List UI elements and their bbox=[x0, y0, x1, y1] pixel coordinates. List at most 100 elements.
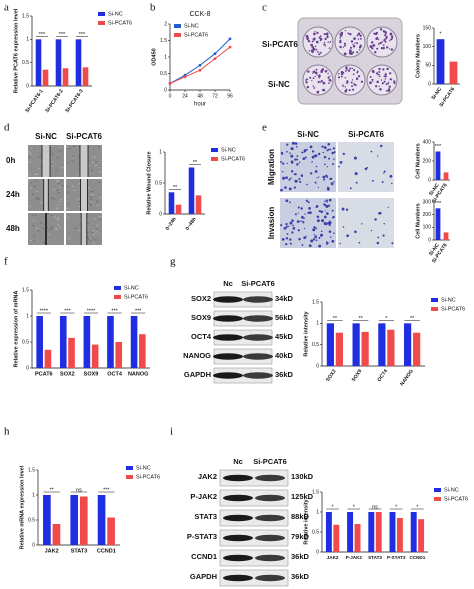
x-tick-label: 48 bbox=[197, 93, 203, 99]
cell bbox=[300, 174, 304, 177]
cell bbox=[291, 141, 295, 145]
colony bbox=[358, 45, 362, 49]
bar bbox=[43, 495, 51, 545]
cell bbox=[370, 150, 373, 153]
texture bbox=[46, 241, 49, 243]
cell bbox=[283, 226, 287, 230]
texture bbox=[86, 213, 89, 215]
protein-label: JAK2 bbox=[198, 472, 217, 481]
texture bbox=[52, 189, 55, 191]
colony bbox=[342, 71, 345, 74]
cell bbox=[292, 143, 294, 145]
texture bbox=[73, 189, 76, 191]
cell bbox=[323, 179, 325, 181]
texture bbox=[93, 218, 96, 220]
texture bbox=[56, 181, 59, 183]
cell bbox=[294, 213, 297, 216]
y-tick-label: 1 bbox=[26, 37, 29, 43]
cell bbox=[309, 211, 312, 215]
cell bbox=[389, 174, 393, 178]
panel-label: d bbox=[4, 122, 10, 134]
colony bbox=[389, 40, 391, 42]
bar bbox=[436, 39, 445, 84]
cell bbox=[284, 186, 287, 189]
y-tick-label: 0 bbox=[26, 83, 29, 89]
colony bbox=[326, 34, 329, 37]
colony bbox=[387, 89, 391, 92]
colony bbox=[378, 85, 380, 88]
cell bbox=[290, 170, 294, 173]
cell bbox=[315, 235, 318, 237]
colony bbox=[327, 77, 330, 79]
colony bbox=[345, 70, 347, 72]
colony bbox=[340, 75, 343, 78]
x-tick-label: P-STAT3 bbox=[387, 555, 406, 560]
texture bbox=[50, 145, 53, 147]
colony bbox=[316, 90, 320, 94]
y-tick-label: 0.5 bbox=[160, 71, 167, 77]
bar bbox=[435, 151, 441, 180]
cell bbox=[285, 225, 288, 228]
cell bbox=[325, 199, 328, 202]
colony bbox=[373, 71, 375, 74]
colony bbox=[358, 49, 361, 51]
cell bbox=[297, 206, 300, 209]
cell bbox=[281, 153, 284, 156]
texture bbox=[39, 222, 42, 224]
row-label: Invasion bbox=[267, 207, 276, 240]
panel-label: i bbox=[170, 426, 173, 438]
legend-label: Si-NC bbox=[221, 147, 236, 153]
legend-label: Si-PCAT6 bbox=[184, 32, 208, 38]
colony bbox=[345, 69, 347, 71]
colony bbox=[360, 80, 364, 83]
colony bbox=[390, 79, 393, 81]
texture bbox=[91, 169, 94, 171]
legend-swatch bbox=[211, 157, 218, 161]
bar bbox=[443, 232, 449, 240]
colony bbox=[328, 47, 331, 49]
bar bbox=[75, 39, 82, 86]
colony bbox=[352, 43, 354, 45]
cell bbox=[303, 149, 307, 152]
blot-strip bbox=[219, 489, 289, 507]
cell bbox=[298, 161, 301, 164]
cell bbox=[303, 151, 305, 153]
texture bbox=[87, 187, 90, 189]
bar bbox=[55, 39, 62, 86]
cell bbox=[294, 158, 297, 161]
x-tick-label: SOX2 bbox=[60, 371, 75, 377]
significance: ** bbox=[173, 185, 178, 191]
colony bbox=[379, 75, 381, 78]
colony bbox=[369, 81, 372, 85]
y-tick-label: 100 bbox=[423, 225, 432, 231]
cell bbox=[338, 165, 340, 168]
cell bbox=[339, 242, 341, 245]
cell bbox=[333, 158, 335, 160]
colony bbox=[355, 42, 359, 45]
cell bbox=[286, 233, 289, 235]
texture bbox=[79, 219, 82, 221]
texture bbox=[94, 156, 97, 158]
cell bbox=[311, 150, 315, 153]
cell bbox=[312, 238, 316, 241]
bar bbox=[449, 61, 458, 84]
cell bbox=[289, 201, 291, 204]
y-tick-label: 0.5 bbox=[312, 529, 319, 535]
legend-swatch bbox=[98, 21, 105, 25]
significance: ** bbox=[333, 316, 338, 322]
wound-gap bbox=[43, 179, 49, 211]
colony bbox=[325, 32, 329, 36]
cell bbox=[326, 149, 328, 152]
colony bbox=[342, 85, 344, 87]
colony bbox=[377, 73, 380, 76]
texture bbox=[72, 145, 75, 147]
colony bbox=[306, 85, 310, 89]
cell bbox=[319, 233, 323, 237]
texture bbox=[45, 226, 48, 228]
colony bbox=[319, 35, 322, 38]
panel-label: h bbox=[4, 426, 10, 438]
colony bbox=[311, 40, 314, 43]
cell bbox=[366, 166, 369, 169]
colony bbox=[380, 47, 384, 50]
